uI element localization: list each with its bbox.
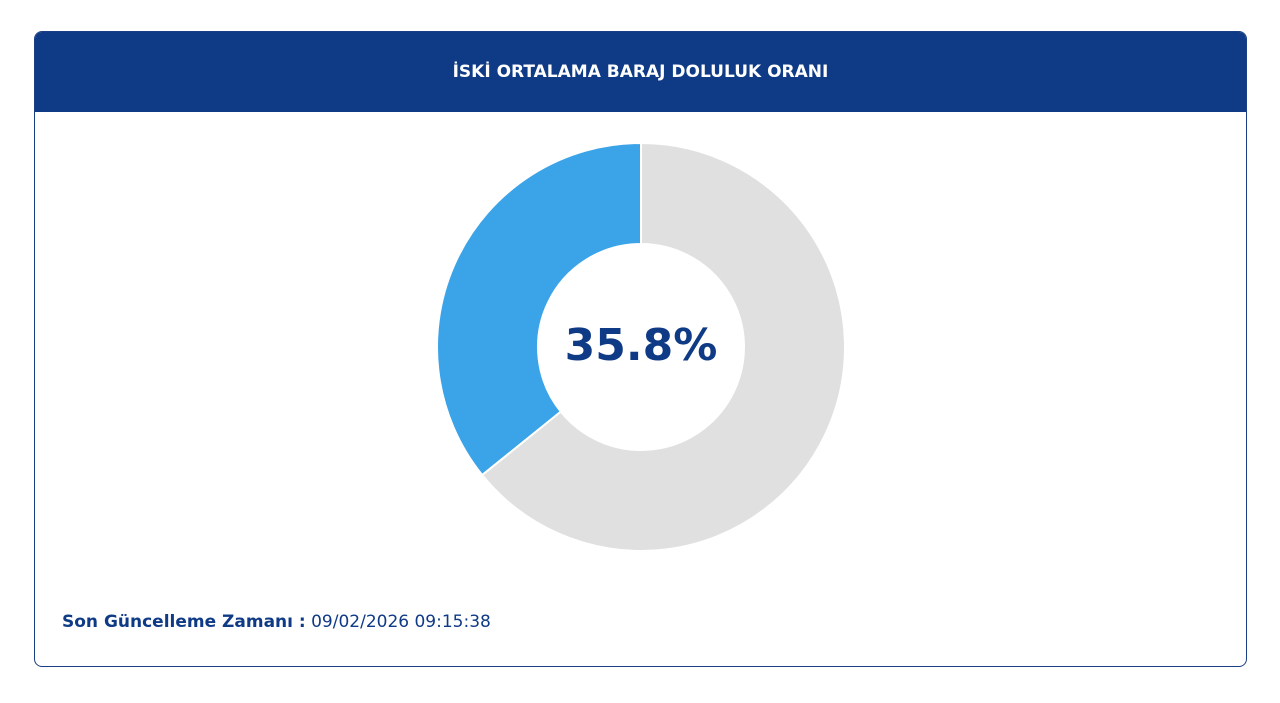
donut-slice (436, 141, 642, 477)
footer-label: Son Güncelleme Zamanı : (62, 612, 306, 632)
donut-slice (480, 141, 846, 552)
donut-chart: 35.8% (436, 141, 846, 552)
footer-value: 09/02/2026 09:15:38 (311, 612, 491, 632)
card: İSKİ ORTALAMA BARAJ DOLULUK ORANI 35.8% … (34, 31, 1247, 667)
card-title: İSKİ ORTALAMA BARAJ DOLULUK ORANI (35, 32, 1246, 112)
footer: Son Güncelleme Zamanı : 09/02/2026 09:15… (62, 612, 491, 632)
center-label: 35.8% (565, 320, 718, 371)
